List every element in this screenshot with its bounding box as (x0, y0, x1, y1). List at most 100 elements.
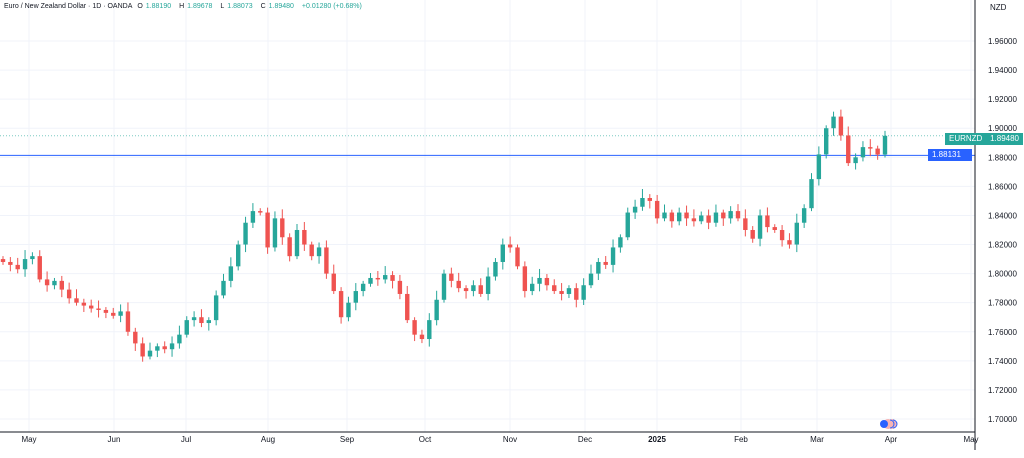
candle (618, 234, 623, 253)
candle-body (794, 222, 799, 245)
candle (500, 238, 505, 270)
price-tick-label: 1.94000 (988, 66, 1017, 75)
candle-body (140, 343, 145, 357)
candle (250, 203, 256, 228)
candle (125, 302, 131, 336)
price-tick-label: 1.86000 (988, 182, 1017, 191)
candle-body (213, 295, 219, 321)
candle (118, 304, 123, 323)
candle (537, 268, 542, 292)
candle-body (59, 280, 64, 290)
candle (96, 300, 101, 318)
candle (449, 267, 454, 288)
time-tick-label: Dec (578, 435, 592, 444)
candle (162, 341, 167, 354)
candle (493, 258, 498, 281)
candle-body (397, 280, 403, 294)
candle (691, 209, 697, 227)
candle-body (228, 266, 234, 281)
candle (177, 325, 182, 349)
candle (456, 272, 461, 293)
candle (316, 242, 322, 264)
candle (59, 275, 64, 298)
candle-body (0, 259, 6, 262)
candle-body (265, 212, 270, 248)
time-tick-label: Apr (885, 435, 898, 444)
price-tick-label: 1.90000 (988, 124, 1017, 133)
candle (478, 278, 483, 297)
candle-body (743, 218, 748, 230)
candle (169, 336, 175, 357)
candle-body (706, 215, 711, 223)
time-tick-label: Oct (419, 435, 432, 444)
candle-body (537, 277, 542, 284)
candle (507, 236, 513, 253)
candle (265, 207, 270, 254)
candle-body (441, 273, 447, 300)
candle-body (816, 154, 822, 180)
candle-body (750, 229, 755, 239)
candle-body (52, 280, 57, 286)
candle (669, 209, 675, 228)
candle (654, 194, 660, 224)
low-value: 1.88073 (227, 3, 253, 10)
candle-body (243, 222, 248, 245)
candle (647, 194, 652, 209)
events-icon[interactable] (880, 419, 898, 429)
candle (463, 285, 469, 299)
time-tick-label: Aug (261, 435, 275, 444)
candle-body (500, 244, 505, 262)
candle (155, 343, 160, 358)
line-price: 1.88131 (932, 150, 961, 159)
candle (831, 111, 836, 136)
candle-body (8, 261, 13, 265)
candle (30, 252, 35, 265)
candle (383, 266, 388, 284)
candle-body (338, 291, 344, 318)
candle-body (15, 264, 20, 270)
candle-body (169, 343, 175, 350)
candle (0, 256, 6, 265)
candle-body (456, 280, 461, 289)
candle-body (875, 148, 880, 155)
symbol-title: Euro / New Zealand Dollar · 1D · OANDA (4, 3, 133, 10)
candle (787, 233, 792, 249)
candle-body (647, 198, 652, 201)
candle-body (699, 215, 704, 222)
candle (419, 329, 425, 344)
candle-body (757, 215, 763, 239)
candle (280, 209, 285, 245)
candle-body (853, 157, 858, 164)
candle-body (37, 256, 42, 280)
candle-body (44, 279, 50, 286)
candle-body (316, 247, 322, 257)
candle-body (507, 244, 513, 248)
candle-body (735, 211, 741, 219)
candle (794, 213, 799, 253)
candle (588, 264, 594, 289)
candle-body (552, 285, 557, 292)
candle (360, 280, 366, 297)
candle-body (449, 273, 454, 281)
candle-body (632, 206, 638, 213)
candle (471, 280, 476, 297)
candle-body (824, 128, 829, 155)
candle-body (596, 261, 601, 274)
candle-body (250, 211, 256, 223)
candle-body (640, 198, 645, 207)
candle-body (22, 259, 28, 270)
candle (37, 250, 42, 283)
time-tick-label: May (963, 435, 978, 444)
candle (772, 224, 777, 233)
candle (206, 317, 211, 331)
time-tick-label: May (21, 435, 36, 444)
candle (574, 283, 579, 308)
candle-body (530, 283, 535, 292)
time-tick-label: Feb (734, 435, 748, 444)
candle (103, 307, 109, 319)
candle-body (787, 240, 792, 245)
price-tick-label: 1.92000 (988, 95, 1017, 104)
candle-body (294, 229, 300, 257)
candle (221, 273, 226, 299)
